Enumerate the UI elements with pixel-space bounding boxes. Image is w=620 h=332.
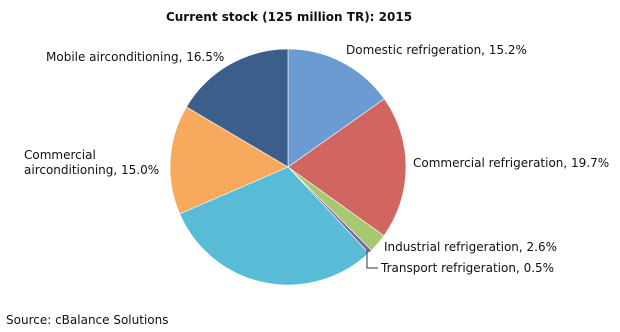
slice-label: Industrial refrigeration, 2.6% [384,240,558,254]
chart-title: Current stock (125 million TR): 2015 [165,10,413,24]
pie-slice [186,48,289,168]
slice-label: Commercial refrigeration, 19.7% [413,156,610,170]
slice-label: Domestic refrigeration, 15.2% [346,43,527,57]
slice-label: Transport refrigeration, 0.5% [381,261,555,275]
pie-slice [287,98,407,237]
pie-slice [169,106,289,215]
slice-label: Commercial airconditioning, 15.0% [24,148,160,177]
slice-label: Mobile airconditioning, 16.5% [46,50,225,64]
pie-slice [287,48,385,168]
pie-slice [179,166,370,286]
source-note: Source: cBalance Solutions [6,313,169,327]
leader-line [366,250,378,269]
